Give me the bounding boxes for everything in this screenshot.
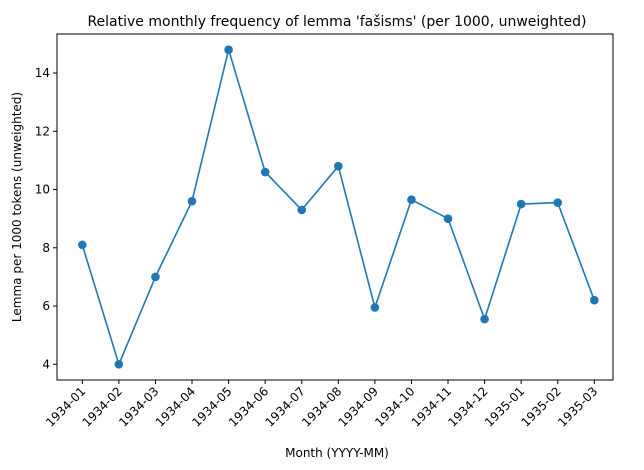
data-point — [590, 295, 599, 305]
y-tick-label: 14 — [35, 66, 50, 80]
data-point — [480, 314, 489, 324]
data-point — [151, 272, 160, 282]
y-tick-label: 10 — [35, 183, 50, 197]
chart-title: Relative monthly frequency of lemma 'faš… — [87, 14, 586, 30]
data-point — [260, 167, 270, 177]
data-point — [78, 240, 87, 250]
axes-frame — [56, 33, 614, 381]
data-point — [370, 303, 380, 312]
data-point — [297, 205, 307, 215]
data-point — [224, 45, 233, 55]
data-point — [553, 198, 563, 207]
y-tick-label: 4 — [42, 357, 50, 371]
y-tick-label: 6 — [42, 299, 50, 313]
data-point — [334, 161, 343, 171]
x-axis-label: Month (YYYY-MM) — [285, 446, 389, 460]
y-tick-label: 8 — [42, 241, 50, 255]
data-point — [443, 214, 453, 223]
y-tick-label: 12 — [35, 124, 50, 138]
data-point — [114, 359, 124, 369]
y-axis-label: Lemma per 1000 tokens (unweighted) — [10, 92, 24, 322]
data-point — [516, 199, 526, 209]
data-point — [187, 196, 197, 206]
data-point — [407, 195, 416, 205]
